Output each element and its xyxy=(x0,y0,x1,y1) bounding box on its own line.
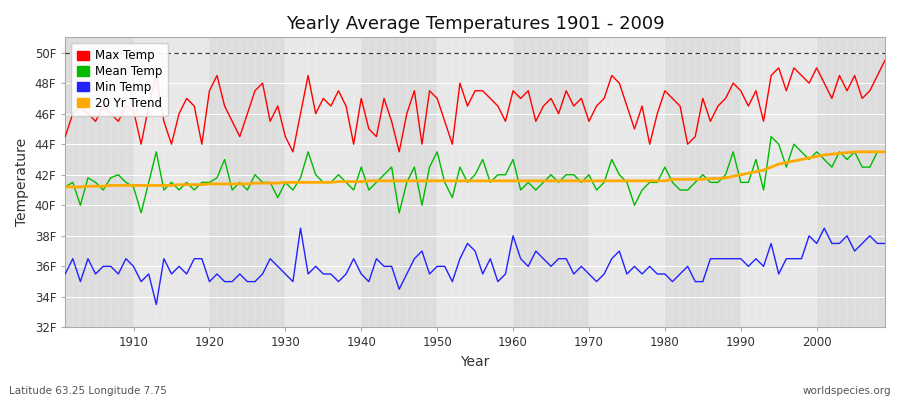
Text: Latitude 63.25 Longitude 7.75: Latitude 63.25 Longitude 7.75 xyxy=(9,386,166,396)
Bar xyxy=(893,37,900,328)
Y-axis label: Temperature: Temperature xyxy=(15,138,29,226)
Bar xyxy=(285,37,361,328)
Bar xyxy=(589,37,665,328)
Legend: Max Temp, Mean Temp, Min Temp, 20 Yr Trend: Max Temp, Mean Temp, Min Temp, 20 Yr Tre… xyxy=(71,43,168,116)
Bar xyxy=(816,37,893,328)
Text: worldspecies.org: worldspecies.org xyxy=(803,386,891,396)
Bar xyxy=(58,37,133,328)
Bar xyxy=(513,37,589,328)
Bar xyxy=(133,37,210,328)
Bar xyxy=(361,37,437,328)
Bar xyxy=(741,37,816,328)
Bar xyxy=(665,37,741,328)
Bar xyxy=(437,37,513,328)
X-axis label: Year: Year xyxy=(461,355,490,369)
Title: Yearly Average Temperatures 1901 - 2009: Yearly Average Temperatures 1901 - 2009 xyxy=(286,15,664,33)
Bar xyxy=(210,37,285,328)
